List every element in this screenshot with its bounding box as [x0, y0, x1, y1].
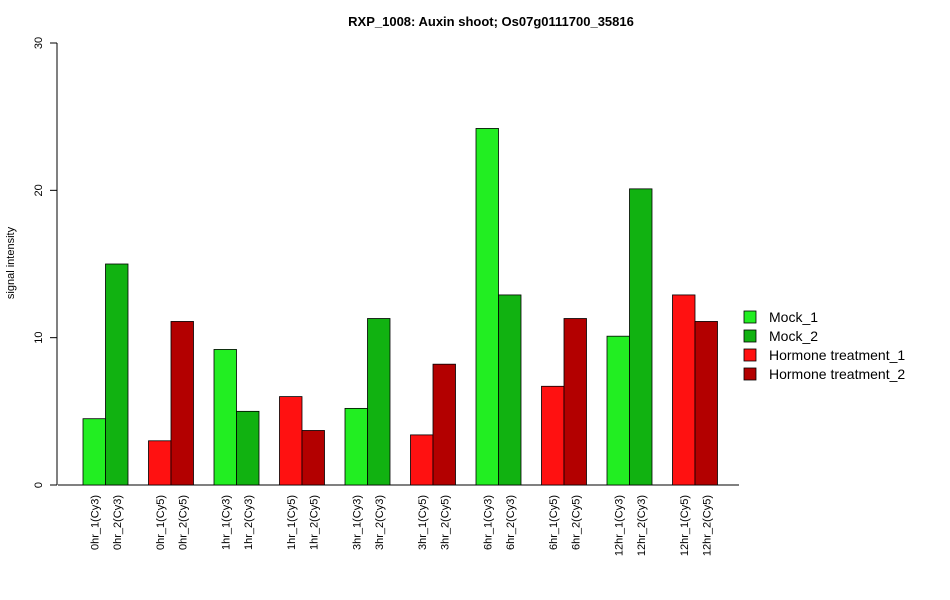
bar	[367, 318, 391, 486]
x-tick-label: 3hr_1(Cy5)	[417, 495, 429, 550]
x-tick-label: 3hr_2(Cy5)	[439, 495, 451, 550]
bar	[213, 349, 237, 486]
y-axis-label: signal intensity	[5, 226, 17, 299]
x-tick-label: 12hr_2(Cy3)	[636, 495, 648, 556]
legend-label: Hormone treatment_2	[769, 366, 905, 382]
x-tick-label: 6hr_1(Cy3)	[482, 495, 494, 550]
bar	[629, 188, 653, 486]
legend-label: Mock_2	[769, 328, 818, 344]
x-tick-label: 0hr_1(Cy5)	[155, 495, 167, 550]
legend-label: Mock_1	[769, 309, 818, 325]
bar	[170, 321, 194, 486]
chart-title: RXP_1008: Auxin shoot; Os07g0111700_3581…	[348, 14, 634, 29]
x-tick-label: 1hr_2(Cy3)	[243, 495, 255, 550]
x-tick-label: 0hr_1(Cy3)	[89, 495, 101, 550]
x-tick-label: 1hr_1(Cy3)	[220, 495, 232, 550]
bar	[82, 418, 106, 486]
x-tick-label: 12hr_1(Cy5)	[679, 495, 691, 556]
bar	[432, 363, 456, 486]
bar	[105, 263, 129, 486]
bar	[236, 410, 260, 486]
bar	[475, 128, 499, 486]
bars-group	[82, 128, 718, 486]
y-axis: 0 10 20 30	[33, 37, 58, 488]
x-tick-label: 12hr_2(Cy5)	[701, 495, 713, 556]
x-tick-label: 1hr_1(Cy5)	[286, 495, 298, 550]
x-tick-label: 3hr_1(Cy3)	[351, 495, 363, 550]
x-tick-label: 12hr_1(Cy3)	[613, 495, 625, 556]
x-tick-label: 0hr_2(Cy5)	[177, 495, 189, 550]
y-tick-label: 0	[33, 482, 45, 488]
bar	[541, 385, 565, 486]
x-tick-label: 6hr_2(Cy5)	[570, 495, 582, 550]
legend-swatch	[743, 329, 757, 343]
y-tick-label: 30	[33, 37, 45, 49]
bar	[301, 430, 325, 486]
legend: Mock_1 Mock_2 Hormone treatment_1 Hormone t…	[743, 309, 905, 382]
legend-swatch	[743, 348, 757, 362]
legend-swatch	[743, 367, 757, 381]
x-tick-label: 1hr_2(Cy5)	[308, 495, 320, 550]
x-tick-label: 3hr_2(Cy3)	[374, 495, 386, 550]
x-tick-label: 0hr_2(Cy3)	[112, 495, 124, 550]
bar	[279, 396, 303, 486]
bar	[498, 294, 522, 486]
bar	[606, 335, 630, 486]
x-tick-labels: 0hr_1(Cy3) 0hr_2(Cy3) 0hr_1(Cy5) 0hr_2(Cy5)…	[89, 495, 713, 556]
y-tick-label: 20	[33, 184, 45, 196]
y-tick-label: 10	[33, 332, 45, 344]
bar	[694, 321, 718, 486]
bar	[148, 440, 172, 486]
x-tick-label: 6hr_2(Cy3)	[505, 495, 517, 550]
legend-swatch	[743, 310, 757, 324]
x-tick-label: 6hr_1(Cy5)	[548, 495, 560, 550]
bar	[563, 318, 587, 486]
bar	[410, 434, 434, 486]
bar	[344, 407, 368, 486]
legend-label: Hormone treatment_1	[769, 347, 905, 363]
bar	[672, 294, 696, 486]
